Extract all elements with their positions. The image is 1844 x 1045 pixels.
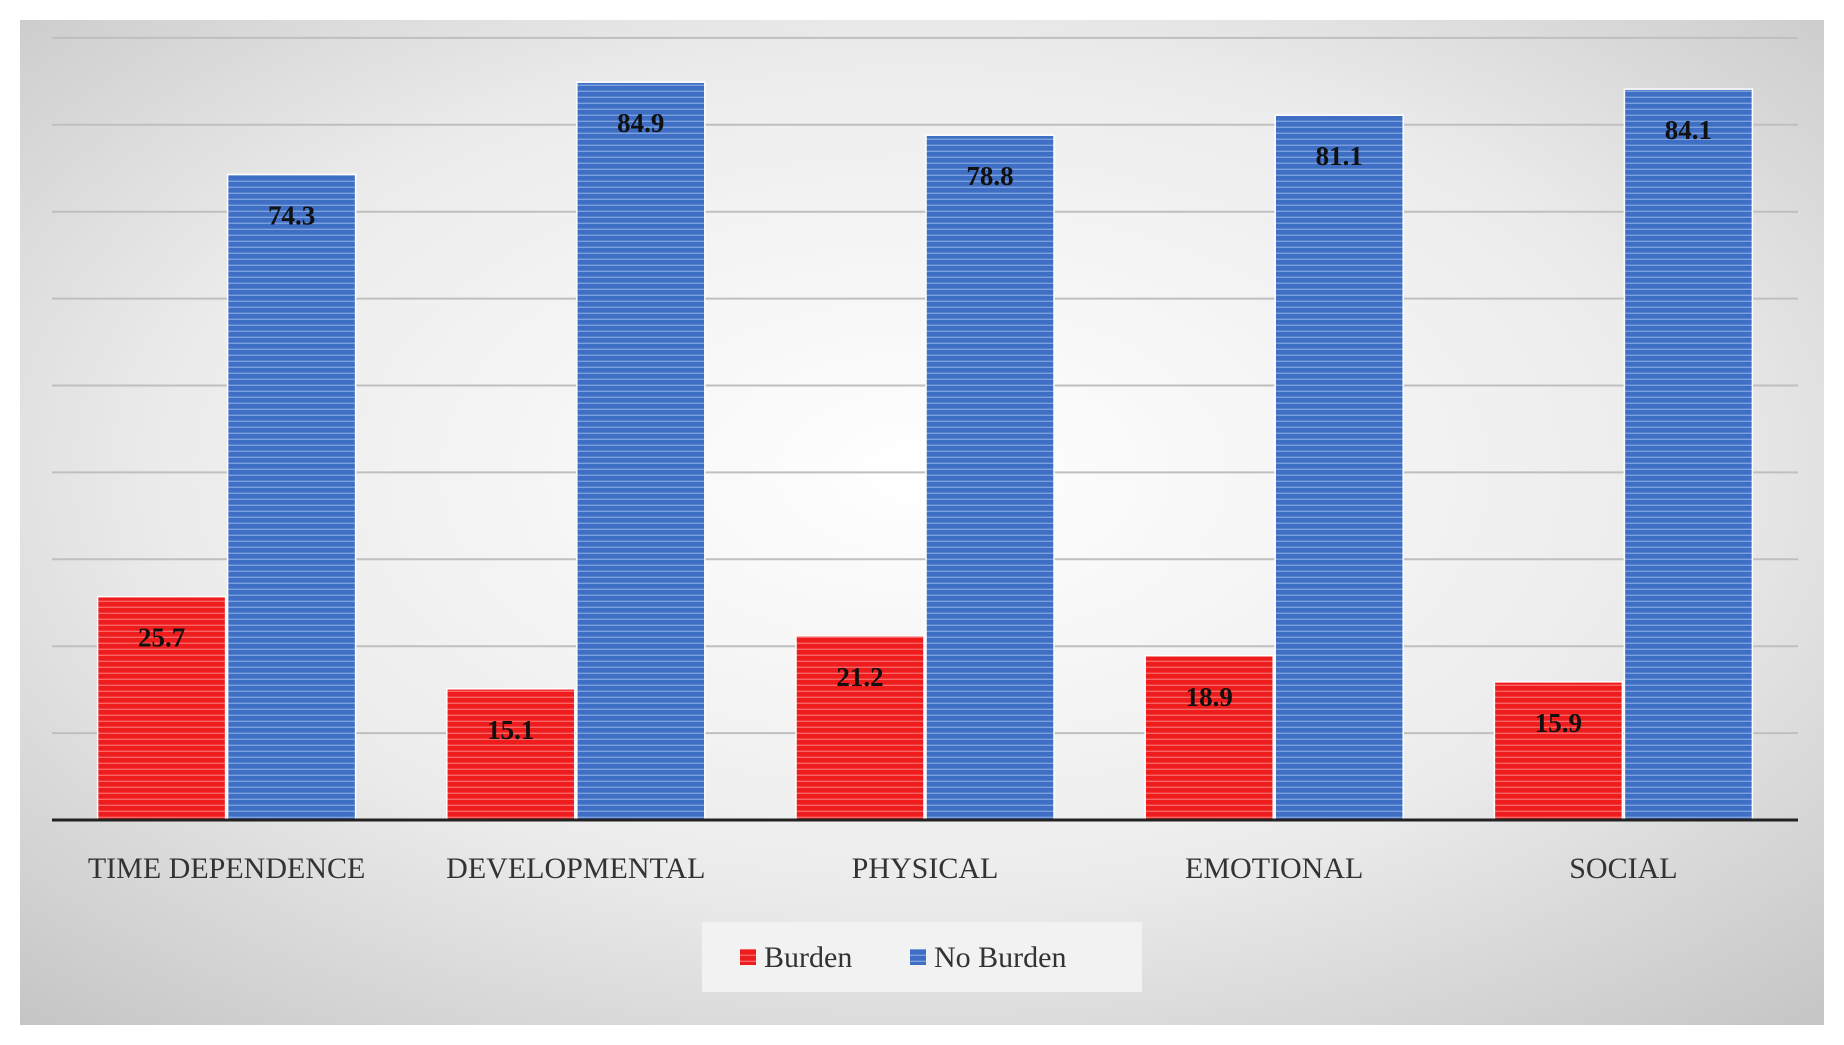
legend-label-no-burden: No Burden — [934, 941, 1066, 974]
bar-no-burden — [925, 134, 1055, 821]
x-tick-label: SOCIAL — [1569, 852, 1677, 885]
bar-burden — [96, 595, 227, 821]
x-axis: TIME DEPENDENCE DEVELOPMENTAL PHYSICAL EMOT… — [52, 818, 1798, 885]
chart-frame: 25.7 74.3 15.1 84.9 21.2 78.8 18.9 81.1 15.9 84.1… — [20, 20, 1824, 1025]
data-label-burden: 15.1 — [487, 715, 534, 745]
data-label-burden: 15.9 — [1535, 708, 1582, 738]
data-label-no-burden: 84.9 — [617, 108, 664, 138]
bar-no-burden — [1623, 88, 1754, 821]
bar-burden — [446, 688, 576, 821]
x-tick-label: DEVELOPMENTAL — [446, 852, 705, 885]
bar-no-burden — [226, 173, 357, 821]
data-label-no-burden: 81.1 — [1316, 141, 1363, 171]
data-label-no-burden: 78.8 — [966, 161, 1013, 191]
bar-chart: 25.7 74.3 15.1 84.9 21.2 78.8 18.9 81.1 15.9 84.1… — [20, 20, 1824, 1025]
bar-no-burden — [1274, 114, 1404, 821]
legend-swatch-no-burden — [910, 949, 926, 965]
data-label-no-burden: 84.1 — [1665, 115, 1712, 145]
bar-burden — [1493, 681, 1624, 821]
data-label-burden: 25.7 — [138, 623, 185, 653]
bar-burden — [1144, 655, 1274, 821]
x-tick-label: TIME DEPENDENCE — [88, 852, 365, 885]
x-tick-label: EMOTIONAL — [1185, 852, 1363, 885]
data-labels: 25.7 74.3 15.1 84.9 21.2 78.8 18.9 81.1 15.9 84.1 — [138, 108, 1712, 745]
data-label-burden: 18.9 — [1186, 682, 1233, 712]
data-label-burden: 21.2 — [836, 662, 883, 692]
data-label-no-burden: 74.3 — [268, 200, 315, 230]
legend: Burden No Burden — [702, 922, 1142, 992]
bar-no-burden — [576, 81, 706, 821]
bars — [96, 81, 1754, 821]
legend-swatch-burden — [740, 949, 756, 965]
legend-label-burden: Burden — [764, 941, 852, 974]
x-tick-label: PHYSICAL — [852, 852, 999, 885]
